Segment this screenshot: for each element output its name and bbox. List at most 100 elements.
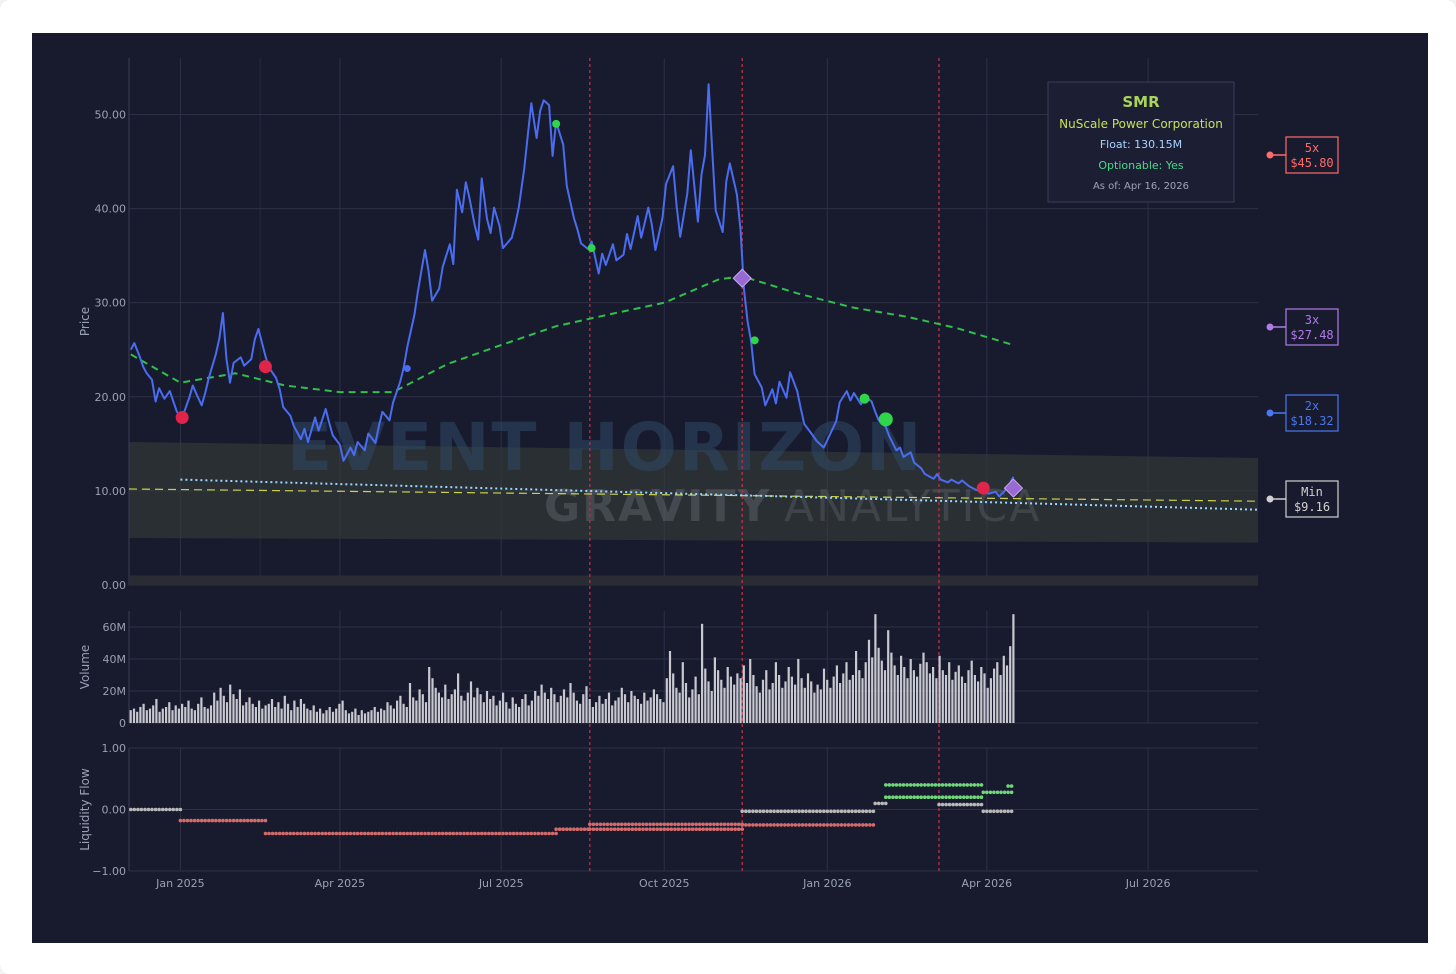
flow-point [951, 795, 955, 799]
flow-point [579, 827, 583, 831]
volume-bar-142 [585, 686, 588, 723]
flow-point [958, 783, 962, 787]
volume-bar-274 [1009, 646, 1012, 723]
volume-bar-95 [434, 687, 437, 723]
flow-point [634, 822, 638, 827]
flow-point [786, 823, 791, 827]
volume-bar-84 [399, 695, 402, 723]
volume-bar-101 [453, 689, 456, 723]
volume-bar-19 [190, 708, 193, 723]
flow-point [729, 827, 734, 831]
flow-point [348, 831, 353, 836]
volume-bar-105 [466, 692, 469, 723]
flow-point [651, 827, 656, 831]
volume-bar-113 [492, 695, 495, 723]
volume-bar-169 [672, 673, 675, 723]
flow-point [908, 795, 913, 799]
volume-bar-86 [405, 707, 408, 723]
flow-point [673, 822, 677, 827]
flow-point [969, 783, 973, 787]
flow-step-2 [263, 831, 558, 836]
volume-bar-74 [367, 711, 370, 723]
flow-step-13 [981, 809, 1014, 814]
volume-bars [129, 614, 1015, 723]
flow-point [228, 818, 232, 823]
volume-bar-225 [851, 675, 854, 723]
flow-point [316, 831, 321, 836]
volume-bar-231 [871, 657, 874, 723]
flow-point [930, 795, 934, 799]
flow-point [550, 831, 555, 836]
volume-bar-182 [713, 657, 716, 723]
flow-point [951, 802, 955, 807]
flow-point [401, 831, 406, 836]
flow-point [884, 783, 888, 787]
volume-bar-138 [572, 692, 575, 723]
volume-bar-268 [989, 678, 992, 723]
flow-point [540, 831, 544, 836]
volume-bar-237 [890, 652, 893, 723]
volume-bar-1 [132, 708, 136, 723]
x-tick-4: Jan 2026 [802, 877, 851, 890]
flow-point [719, 822, 723, 827]
volume-bar-240 [900, 655, 903, 723]
volume-bar-196 [758, 692, 761, 723]
flow-point [619, 822, 624, 827]
flow-point [988, 809, 993, 814]
volume-bar-253 [941, 670, 944, 723]
volume-bar-14 [174, 705, 177, 723]
flow-step-10 [884, 795, 984, 799]
volume-bar-102 [457, 673, 460, 723]
marker-dot-0 [175, 410, 189, 424]
volume-bar-116 [502, 692, 505, 723]
flow-point [391, 831, 395, 836]
volume-bar-134 [559, 695, 562, 723]
volume-bar-9 [158, 711, 161, 723]
support-band [129, 441, 1258, 543]
flow-point [224, 818, 229, 823]
flow-point [843, 809, 847, 814]
flow-point [751, 823, 755, 827]
volume-bar-249 [928, 673, 931, 723]
volume-bar-58 [315, 711, 318, 723]
flow-point [430, 831, 434, 836]
volume-bar-176 [694, 676, 697, 723]
volume-bar-124 [527, 705, 530, 723]
flow-point [465, 831, 470, 836]
flow-point [926, 795, 931, 799]
volume-bar-64 [335, 708, 338, 723]
flow-point [260, 818, 264, 823]
volume-bar-2 [136, 711, 139, 723]
flow-point [779, 809, 783, 814]
flow-point [302, 831, 307, 836]
flow-point [306, 831, 310, 836]
flow-point [999, 790, 1003, 795]
flow-point [884, 795, 888, 799]
volume-bar-209 [800, 678, 803, 723]
volume-y-tick-0: 0 [119, 717, 126, 730]
volume-bar-163 [652, 689, 655, 723]
flow-point [804, 823, 808, 827]
flow-point [616, 827, 620, 831]
target-price: $18.32 [1290, 414, 1333, 428]
volume-bar-26 [213, 692, 216, 723]
flow-point [433, 831, 438, 836]
flow-point [132, 807, 137, 812]
flow-point [898, 783, 902, 787]
flow-point [673, 827, 677, 831]
volume-bar-221 [839, 683, 842, 723]
flow-point [680, 827, 684, 831]
flow-point [981, 809, 986, 814]
flow-point [146, 807, 151, 812]
flow-point [825, 809, 830, 814]
flow-step-6 [740, 823, 876, 827]
target-labels: 5x$45.80 3x$27.48 2x$18.32 Min$9.16 [1266, 136, 1339, 518]
volume-bar-233 [877, 647, 880, 723]
volume-bar-62 [328, 707, 331, 723]
volume-bar-269 [993, 668, 996, 723]
volume-bar-264 [977, 681, 980, 723]
volume-bar-128 [540, 684, 543, 723]
volume-bar-107 [473, 697, 476, 723]
volume-bar-81 [389, 705, 392, 723]
flow-point [143, 807, 147, 812]
